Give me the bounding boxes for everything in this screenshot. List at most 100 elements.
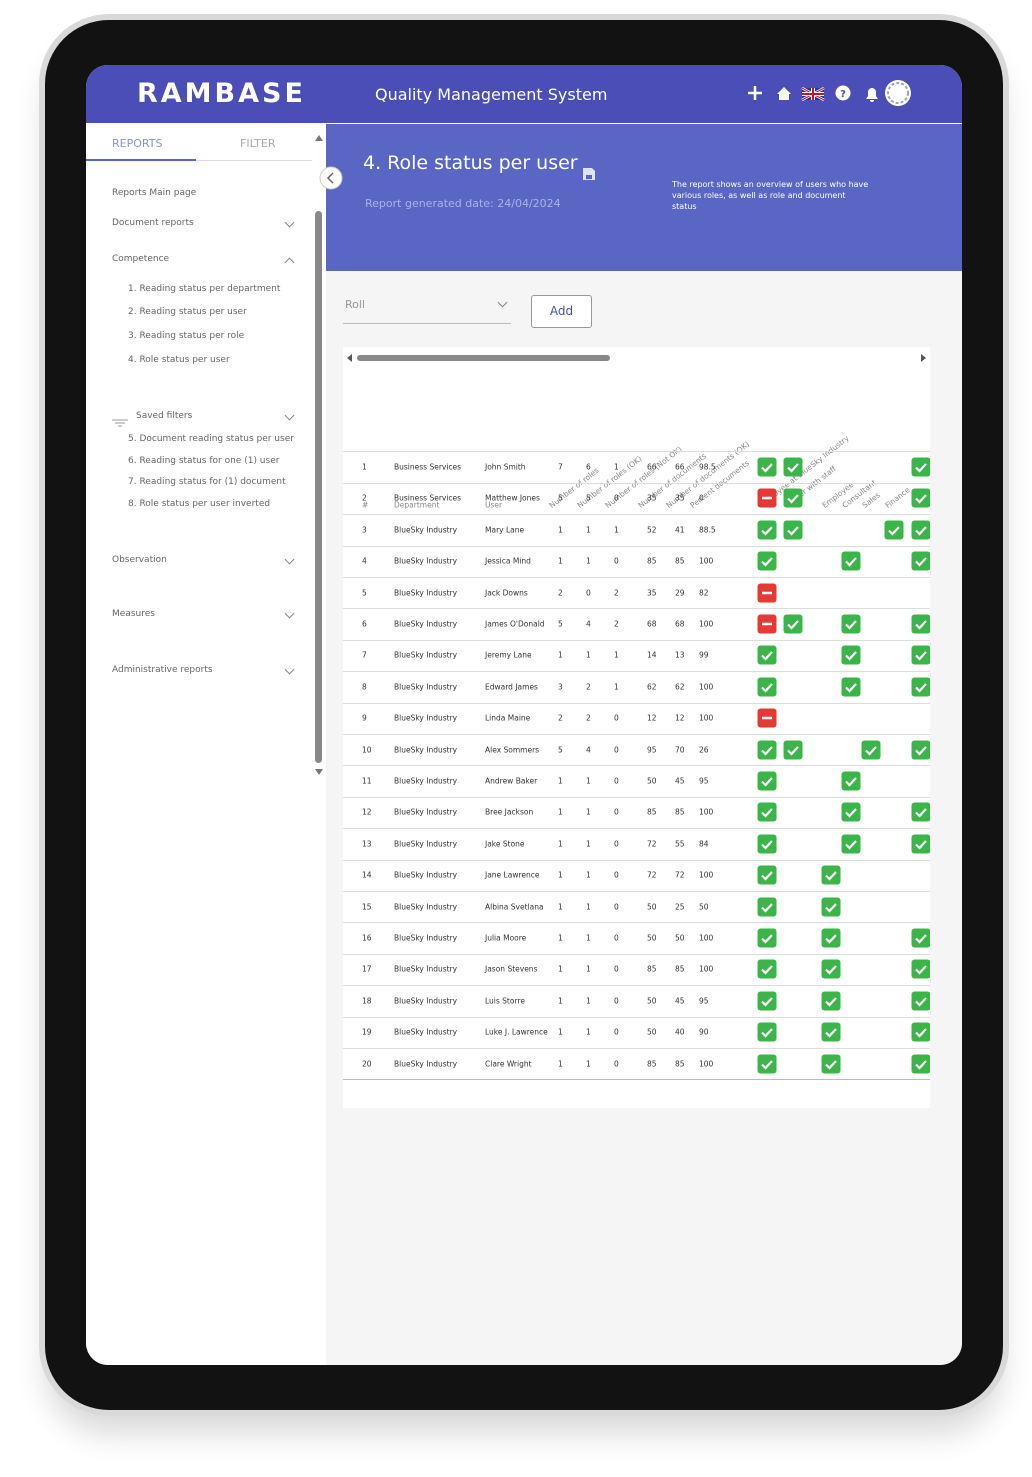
dropdown-arrow	[497, 297, 508, 308]
menu-item[interactable]: Competence	[112, 254, 170, 264]
table-cell: James O'Donald	[485, 619, 545, 629]
table-cell: 1	[614, 525, 619, 535]
status-ok	[757, 677, 777, 697]
table-cell: 1	[586, 776, 591, 786]
table-cell: 1	[586, 870, 591, 880]
submenu-item[interactable]: 8. Role status per user inverted	[128, 499, 271, 509]
sidebar: REPORTS FILTER Reports Main page Document…	[86, 123, 327, 1365]
horizontal-scrollbar[interactable]	[343, 351, 930, 365]
table-cell: 1	[586, 933, 591, 943]
app-title: Quality Management System	[375, 85, 608, 104]
submenu-item[interactable]: 3. Reading status per role	[128, 331, 245, 341]
table-cell: 1	[558, 1059, 563, 1069]
table-cell: 19	[362, 1027, 372, 1037]
status-ok	[757, 520, 777, 540]
help-icon[interactable]: ?	[835, 85, 851, 101]
menu-item[interactable]: Observation	[112, 555, 167, 565]
table-cell: 100	[699, 870, 714, 880]
table-cell: Julia Moore	[485, 933, 527, 943]
add-button[interactable]: Add	[531, 295, 592, 328]
row-divider	[343, 922, 930, 924]
tab[interactable]: REPORTS	[112, 137, 163, 150]
avatar[interactable]	[885, 80, 911, 106]
table-cell: 29	[675, 588, 685, 598]
status-ok	[757, 834, 777, 854]
table-cell: Jessica Mind	[485, 556, 531, 566]
submenu-item[interactable]: 6. Reading status for one (1) user	[128, 456, 280, 466]
table-cell: BlueSky Industry	[394, 1027, 458, 1037]
submenu-item[interactable]: 5. Document reading status per user	[128, 434, 294, 444]
table-cell: BlueSky Industry	[394, 807, 458, 817]
table-cell: 1	[558, 964, 563, 974]
table-cell: Alex Sommers	[485, 745, 540, 755]
home-icon[interactable]	[777, 87, 791, 100]
table-cell: 1	[558, 839, 563, 849]
row-divider	[343, 671, 930, 673]
table-cell: BlueSky Industry	[394, 588, 458, 598]
table-cell: 100	[699, 964, 714, 974]
status-ok	[783, 488, 803, 508]
scrollbar[interactable]	[315, 211, 322, 763]
menu-item[interactable]: Administrative reports	[112, 665, 213, 675]
table-cell: 50	[647, 1027, 657, 1037]
table-cell: Jack Downs	[485, 588, 528, 598]
table-cell: 5	[558, 745, 563, 755]
table-cell: 0	[614, 964, 619, 974]
table-cell: 85	[647, 964, 657, 974]
column-header: User	[485, 500, 503, 510]
table-cell: 0	[614, 493, 619, 503]
add-icon[interactable]	[748, 86, 762, 100]
table-cell: BlueSky Industry	[394, 525, 458, 535]
table-cell: 99	[699, 650, 709, 660]
table-cell: 6	[586, 462, 591, 472]
chevron[interactable]	[284, 410, 295, 421]
menu-item[interactable]: Reports Main page	[112, 188, 197, 198]
status-ok	[783, 614, 803, 634]
table-cell: 72	[647, 870, 657, 880]
logo[interactable]: RAMBASE	[137, 78, 306, 109]
collapse-button[interactable]	[319, 166, 343, 190]
submenu-item[interactable]: 2. Reading status per user	[128, 307, 247, 317]
table-cell: 84	[699, 839, 709, 849]
chevron[interactable]	[284, 257, 295, 268]
role-select[interactable]: Roll	[343, 295, 511, 324]
table-cell: 1	[586, 807, 591, 817]
table-cell: 1	[614, 462, 619, 472]
row-divider	[343, 545, 930, 547]
save-icon[interactable]	[582, 167, 596, 181]
table-cell: 8	[362, 682, 367, 692]
row-divider	[343, 482, 930, 484]
table-cell: 82	[699, 588, 709, 598]
submenu-item[interactable]: 1. Reading status per department	[128, 284, 281, 294]
status-ok	[841, 771, 861, 791]
menu-item[interactable]: Document reports	[112, 218, 194, 228]
table-cell: 72	[675, 870, 685, 880]
chevron[interactable]	[284, 217, 295, 228]
table-cell: 20	[362, 1059, 372, 1069]
table-cell: 66	[675, 462, 685, 472]
table-cell: 85	[675, 1059, 685, 1069]
table-cell: 68	[675, 619, 685, 629]
notification-icon[interactable]	[866, 88, 878, 102]
menu-item[interactable]: Saved filters	[136, 411, 193, 421]
chevron[interactable]	[284, 664, 295, 675]
submenu-item[interactable]: 4. Role status per user	[128, 355, 230, 365]
table-cell: 5	[558, 619, 563, 629]
tab[interactable]: FILTER	[240, 137, 276, 150]
menu-item[interactable]: Measures	[112, 609, 155, 619]
table-cell: 50	[647, 776, 657, 786]
chevron[interactable]	[284, 554, 295, 565]
row-divider	[343, 608, 930, 610]
table-cell: 1	[558, 870, 563, 880]
language-flag[interactable]	[801, 86, 825, 102]
table-cell: 5	[586, 493, 591, 503]
table-cell: 1	[558, 933, 563, 943]
status-ok	[841, 551, 861, 571]
table-cell: 4	[586, 745, 591, 755]
table-cell: 0	[614, 1059, 619, 1069]
submenu-item[interactable]: 7. Reading status for (1) document	[128, 477, 286, 487]
table-cell: 72	[647, 839, 657, 849]
table-cell: 7	[362, 650, 367, 660]
chevron[interactable]	[284, 608, 295, 619]
table-cell: 0	[614, 713, 619, 723]
